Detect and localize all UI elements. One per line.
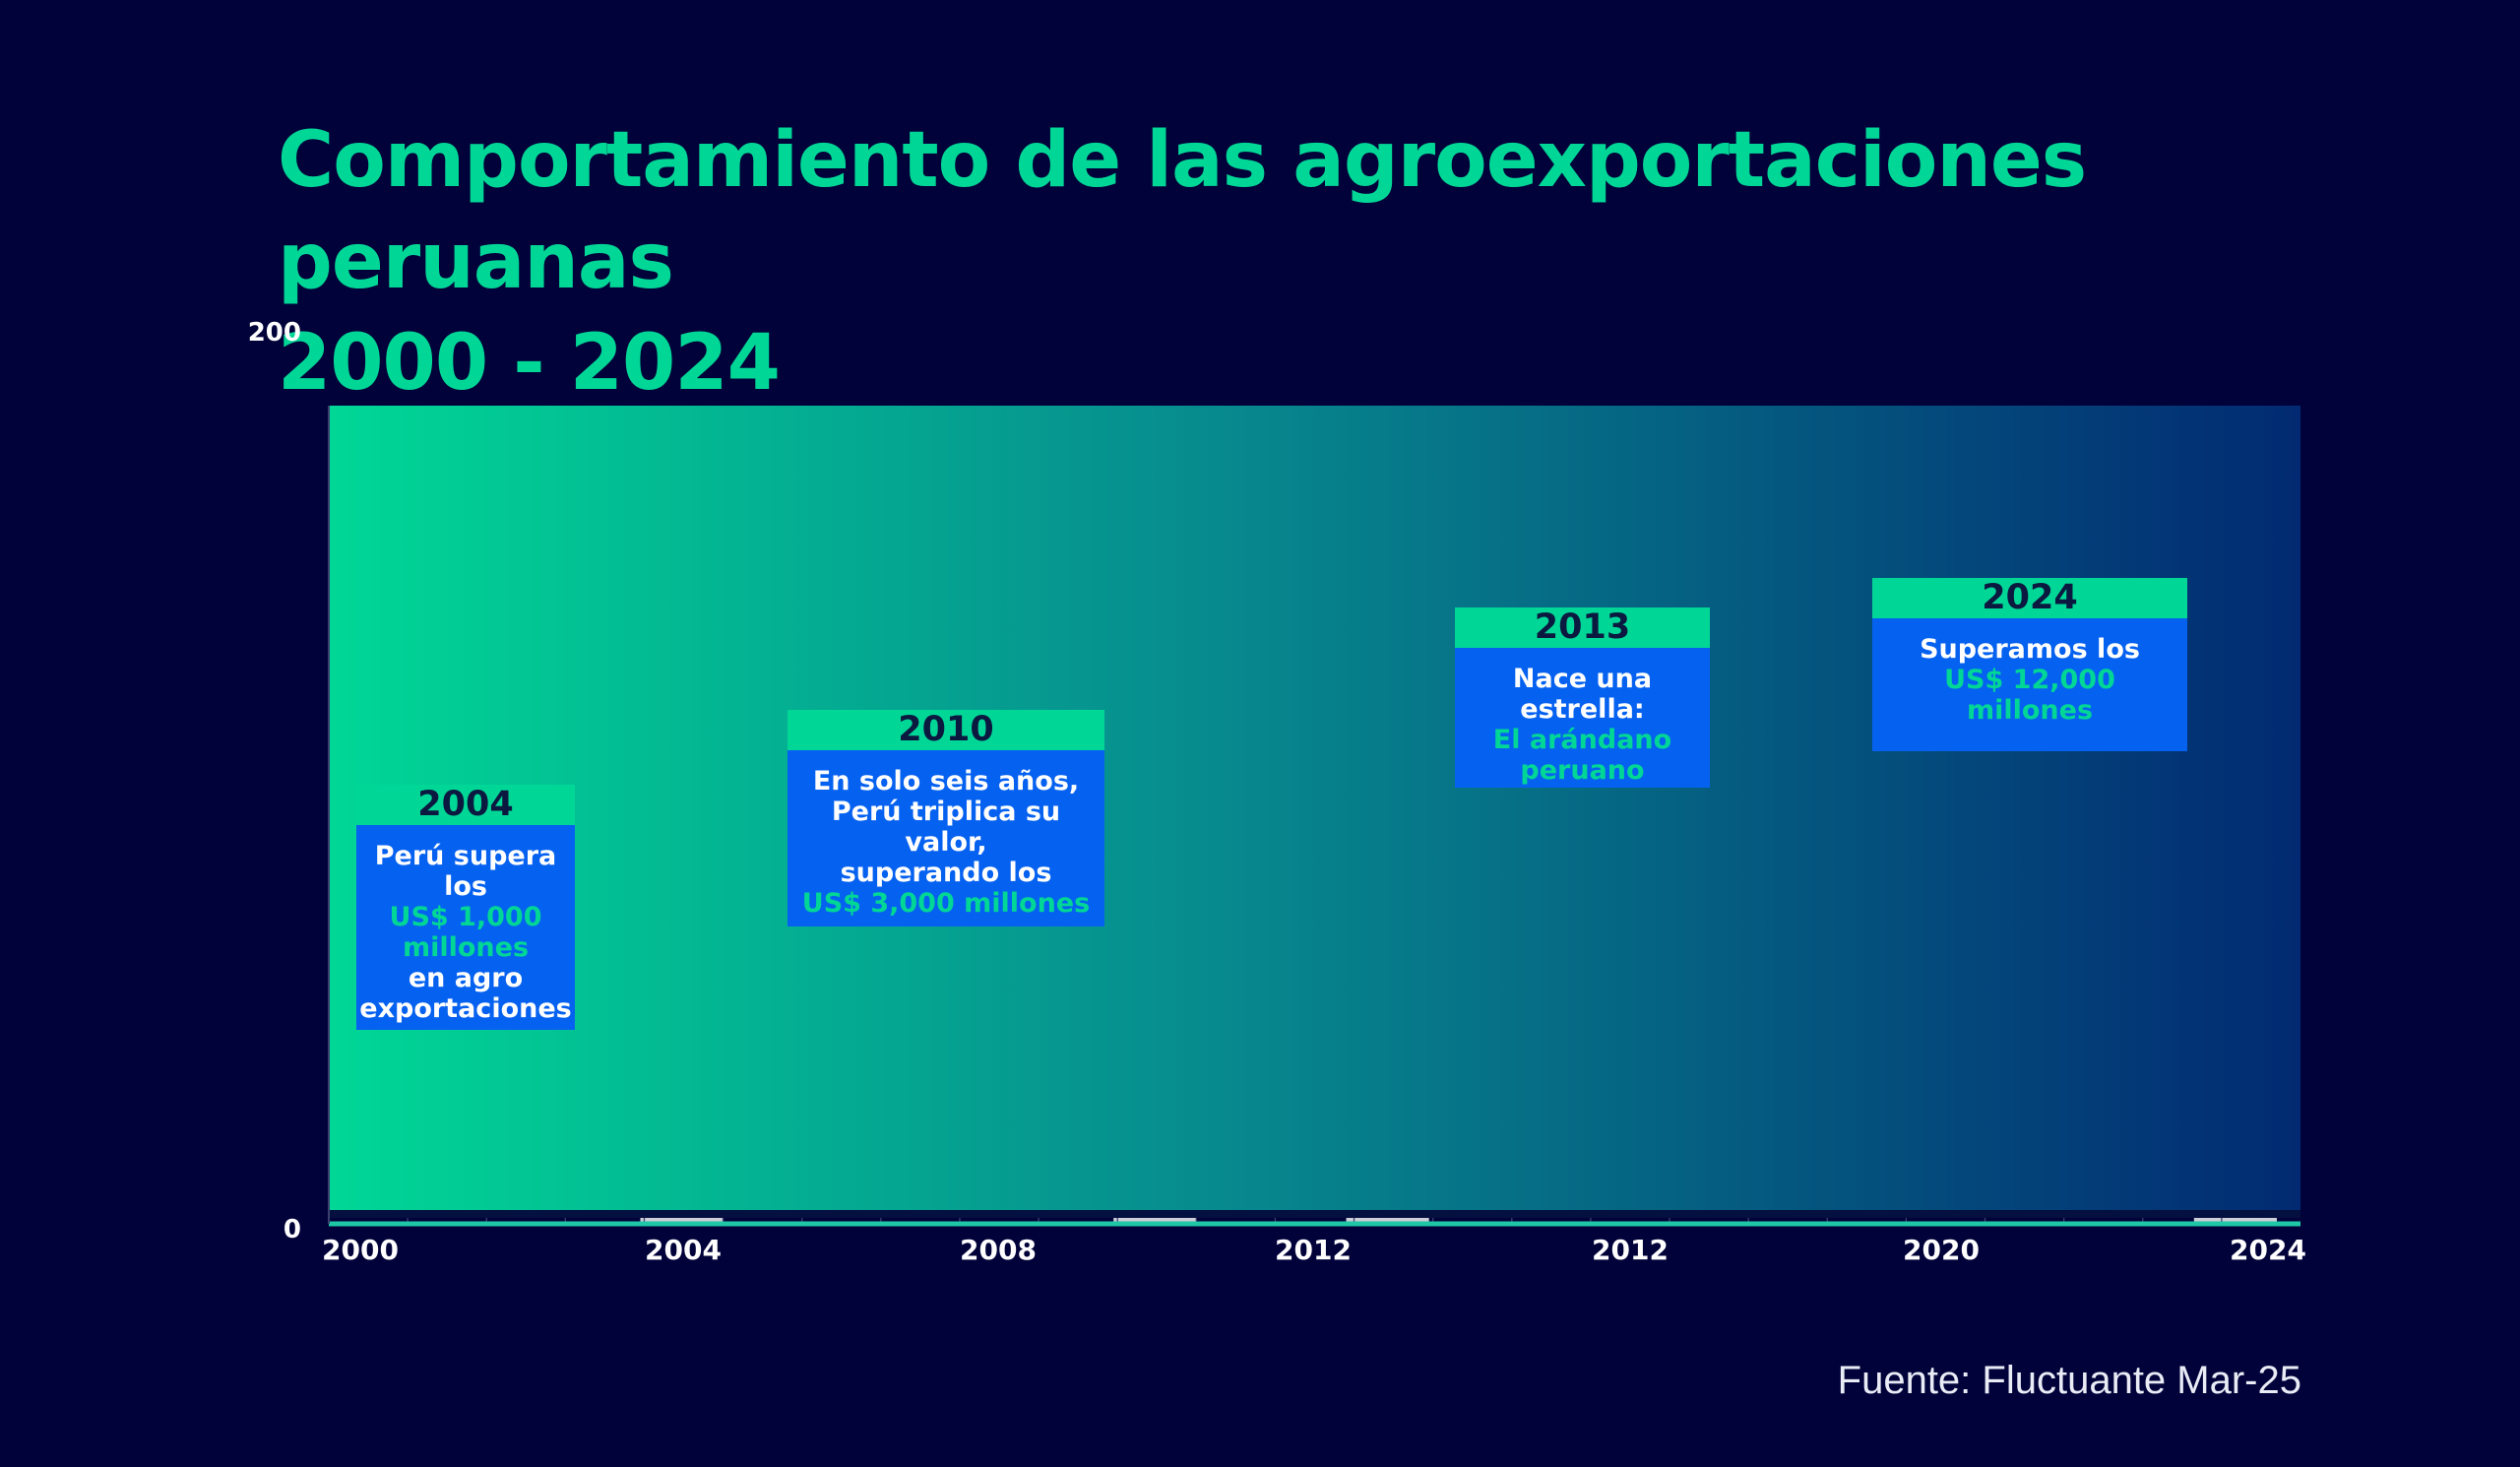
callout-2013-text: Nace una estrella: El arándano peruano bbox=[1455, 648, 1710, 786]
callout-2004-year: 2004 bbox=[356, 785, 575, 825]
x-tick-label: 2024 bbox=[2230, 1234, 2306, 1266]
x-tick-label: 2008 bbox=[960, 1234, 1037, 1266]
callout-line: El arándano bbox=[1492, 725, 1672, 755]
callout-line: en agro bbox=[408, 963, 524, 993]
title-line-1: Comportamiento de las agroexportaciones … bbox=[278, 116, 2087, 306]
callout-line: peruano bbox=[1520, 755, 1645, 786]
callout-line: US$ 12,000 bbox=[1944, 665, 2115, 695]
callout-line: Superamos los bbox=[1920, 634, 2140, 665]
x-tick-label: 2012 bbox=[1275, 1234, 1352, 1266]
callout-line: superando los bbox=[840, 858, 1052, 888]
callout-2013-year: 2013 bbox=[1455, 607, 1710, 648]
page-title: Comportamiento de las agroexportaciones … bbox=[278, 110, 2492, 415]
x-tick-label: 2020 bbox=[1903, 1234, 1980, 1266]
callout-2013: 2013 Nace una estrella: El arándano peruano bbox=[1455, 607, 1710, 788]
callout-2024: 2024 Superamos los US$ 12,000 millones bbox=[1872, 578, 2187, 751]
callout-2024-text: Superamos los US$ 12,000 millones bbox=[1872, 618, 2187, 726]
y-tick-label: 200 bbox=[248, 318, 301, 348]
callout-line: Perú triplica su valor, bbox=[831, 797, 1061, 858]
callout-2010-text: En solo seis años, Perú triplica su valor… bbox=[788, 750, 1104, 919]
callout-2024-year: 2024 bbox=[1872, 578, 2187, 618]
callout-line: En solo seis años, bbox=[812, 766, 1080, 797]
y-tick-label: 0 bbox=[284, 1215, 301, 1244]
series-area bbox=[329, 406, 2300, 1210]
title-line-2: 2000 - 2024 bbox=[278, 319, 781, 408]
callout-line: Perú supera los bbox=[374, 841, 557, 902]
x-tick-label: 2000 bbox=[322, 1234, 399, 1266]
x-tick-label: 2012 bbox=[1592, 1234, 1669, 1266]
axis-base bbox=[329, 1210, 2300, 1218]
source-note: Fuente: Fluctuante Mar-25 bbox=[1837, 1359, 2301, 1402]
callout-2004: 2004 Perú supera los US$ 1,000 millones en … bbox=[356, 785, 575, 1030]
callout-line: exportaciones bbox=[359, 993, 572, 1024]
callout-2004-text: Perú supera los US$ 1,000 millones en agro e… bbox=[356, 825, 575, 1024]
callout-line: millones bbox=[1966, 695, 2094, 726]
callout-line: US$ 1,000 bbox=[389, 902, 542, 932]
callout-2010: 2010 En solo seis años, Perú triplica su … bbox=[788, 710, 1104, 926]
callout-2010-year: 2010 bbox=[788, 710, 1104, 750]
callout-line: Nace una bbox=[1512, 664, 1653, 694]
callout-line: estrella: bbox=[1520, 694, 1645, 725]
x-tick-label: 2004 bbox=[645, 1234, 722, 1266]
callout-line: millones bbox=[402, 932, 530, 963]
callout-line: US$ 3,000 millones bbox=[801, 888, 1091, 919]
